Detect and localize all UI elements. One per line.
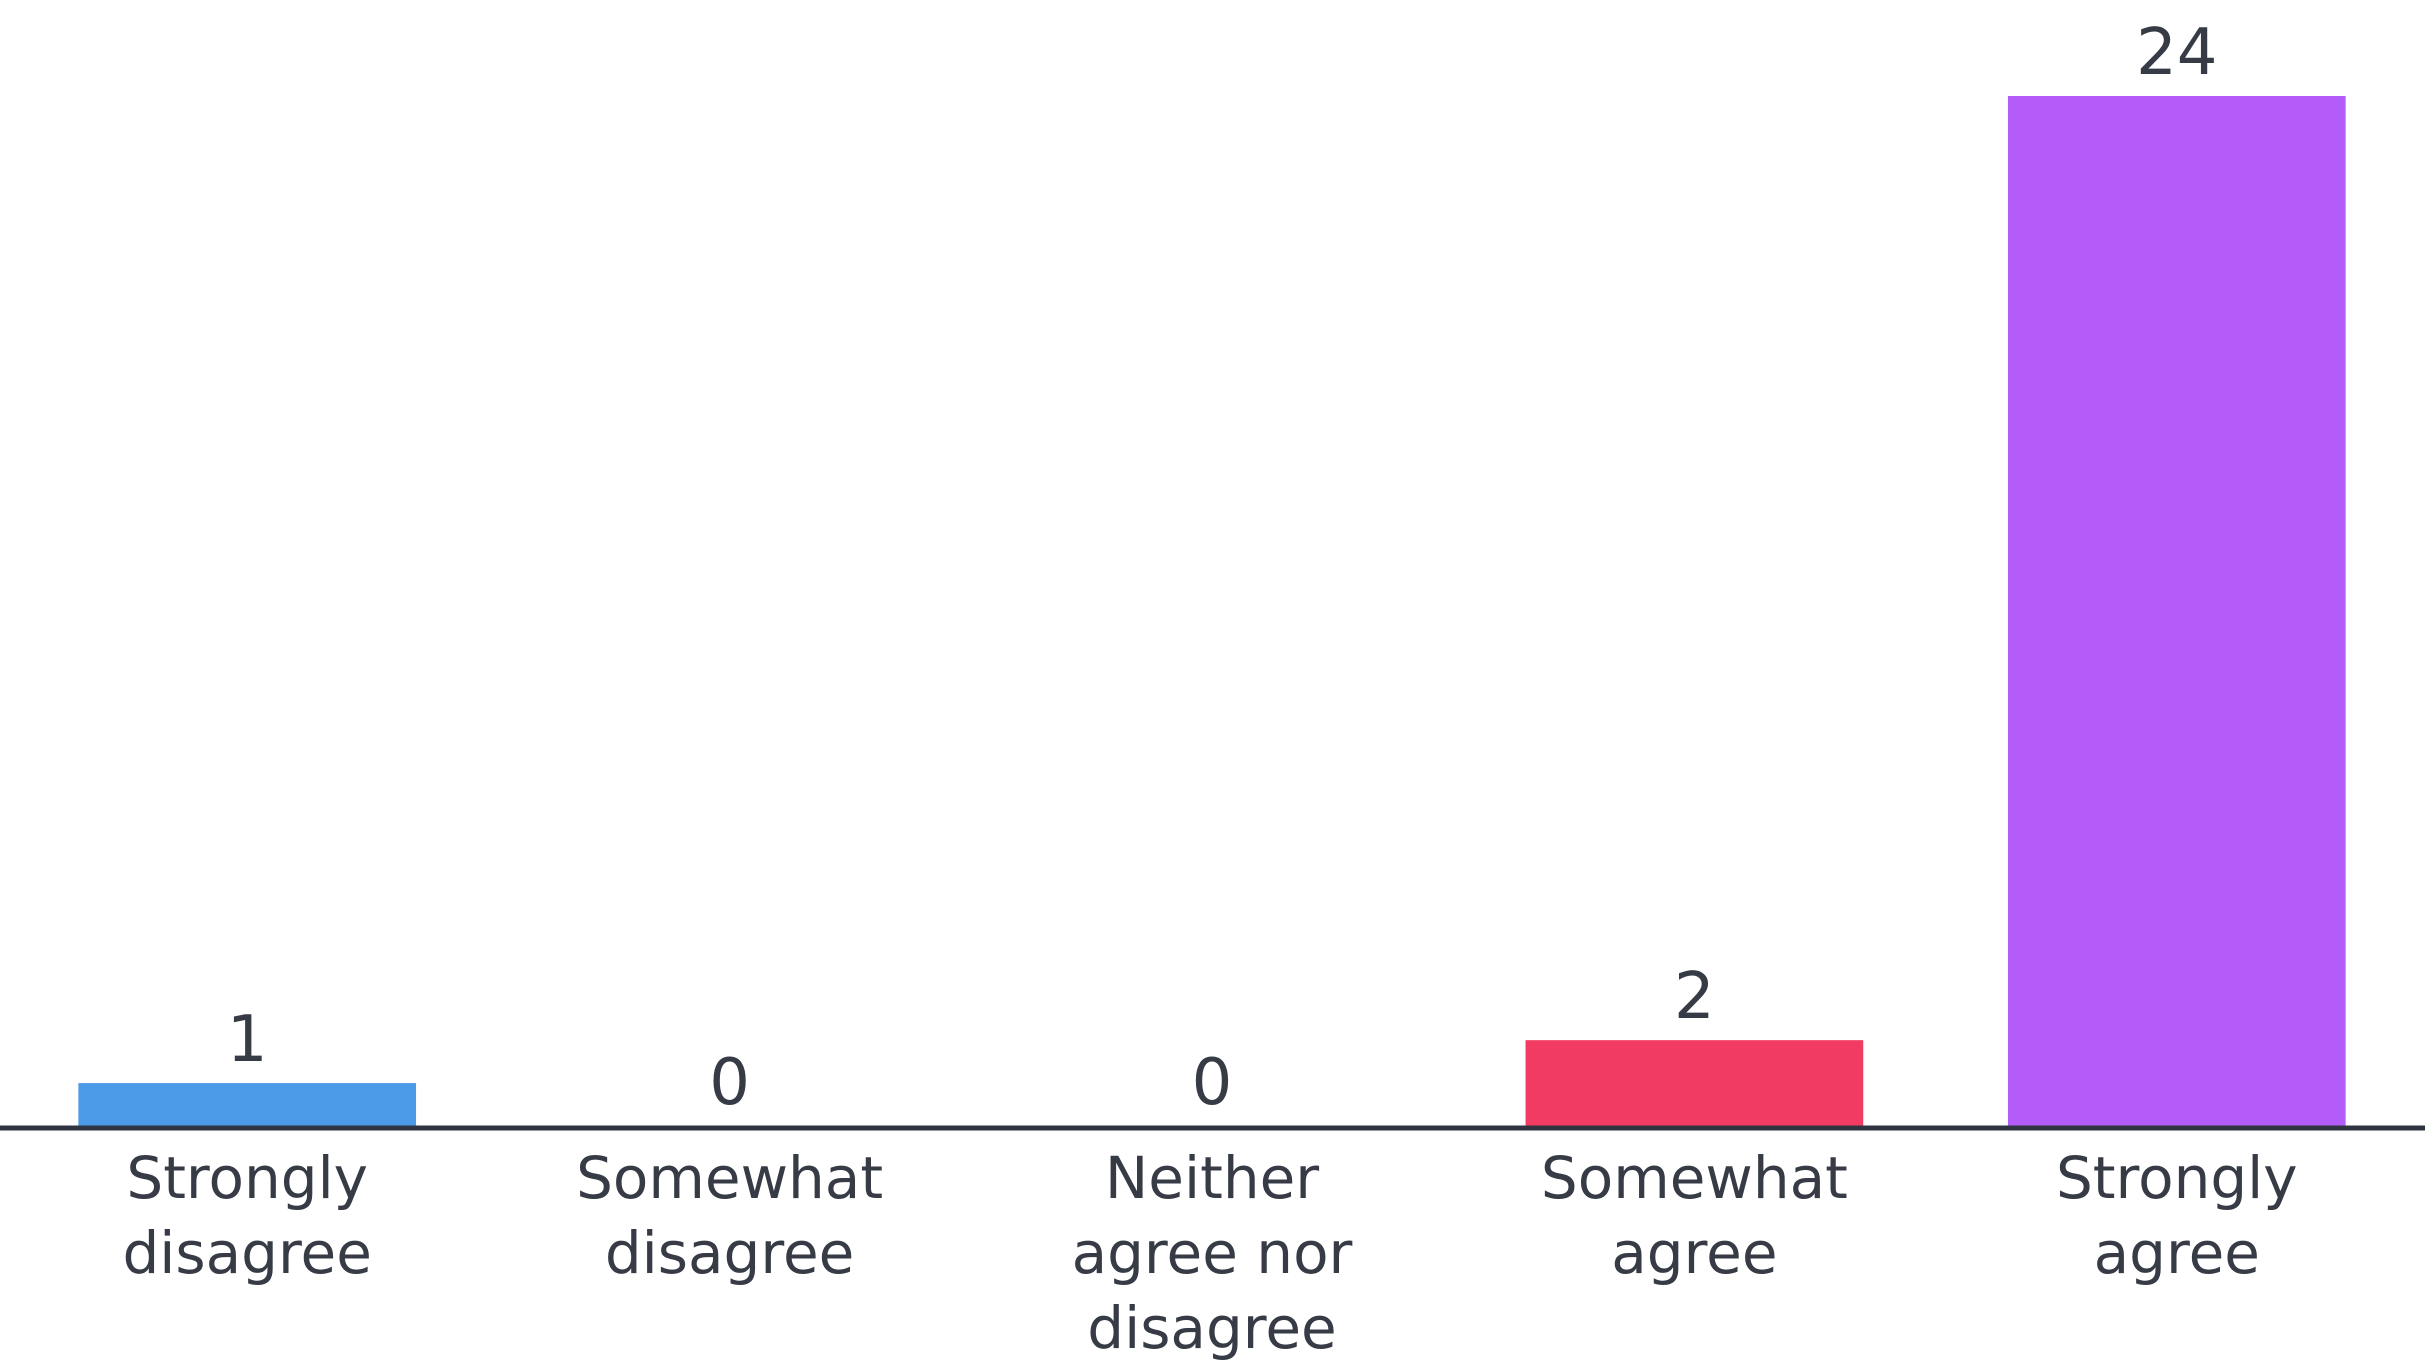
bar [78,1083,417,1126]
label-line: Somewhat [576,1144,883,1212]
label-line: Strongly [2056,1144,2298,1212]
value-label: 0 [709,1046,750,1120]
value-label: 0 [1192,1046,1233,1120]
x-tick-label: Strongly agree [2056,1144,2298,1287]
x-tick-label: Strongly disagree [122,1144,371,1287]
bar [2007,96,2346,1126]
label-line: disagree [605,1219,854,1287]
value-label: 24 [2136,16,2217,90]
label-line: agree [2094,1219,2260,1287]
label-line: disagree [122,1219,371,1287]
label-line: agree nor [1072,1219,1353,1287]
label-line: Neither [1105,1144,1319,1212]
value-label: 2 [1674,960,1715,1034]
label-line: Somewhat [1541,1144,1848,1212]
label-line: Strongly [126,1144,368,1212]
x-tick-label: Somewhat disagree [576,1144,883,1287]
label-line: agree [1611,1219,1777,1287]
x-tick-label: Somewhat agree [1541,1144,1848,1287]
value-label: 1 [227,1003,268,1077]
label-line: disagree [1087,1294,1336,1362]
bar [1525,1040,1864,1126]
x-tick-label: Neither agree nor disagree [1072,1144,1353,1362]
